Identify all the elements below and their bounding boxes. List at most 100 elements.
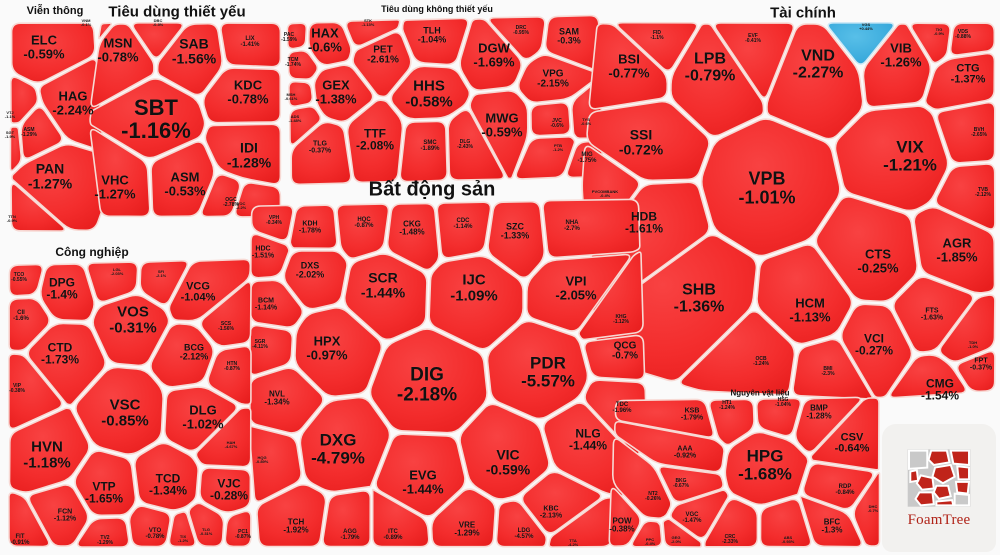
treemap-cell[interactable] [286,22,308,50]
treemap-cell[interactable] [132,22,184,59]
treemap-cell[interactable] [139,259,189,305]
treemap-cell[interactable] [401,17,469,66]
treemap-cell[interactable] [287,50,319,81]
treemap-cell[interactable] [352,31,412,98]
treemap-cell[interactable] [207,345,252,406]
treemap-cell[interactable] [515,135,576,180]
cell-polygons[interactable] [7,14,996,548]
treemap-cell[interactable] [447,109,505,181]
treemap-cell[interactable] [168,258,252,322]
treemap-cell[interactable] [530,101,571,137]
treemap-cell[interactable] [662,518,702,548]
treemap-cell[interactable] [709,398,755,446]
treemap-cell[interactable] [428,255,524,350]
treemap-cell[interactable] [290,121,352,186]
treemap-cell[interactable] [92,294,170,367]
treemap-cell[interactable] [98,22,113,40]
treemap-cell[interactable] [759,498,812,548]
treemap-cell[interactable] [631,520,663,548]
treemap-cell[interactable] [256,484,327,548]
treemap-cell[interactable] [935,163,996,230]
treemap-cell[interactable] [28,484,89,547]
treemap-cell[interactable] [436,201,492,259]
treemap-cell[interactable] [670,23,765,137]
treemap-cell[interactable] [299,396,391,493]
treemap-cell[interactable] [128,505,171,548]
treemap-cell[interactable] [9,76,39,124]
treemap-cell[interactable] [840,303,913,399]
treemap-cell[interactable] [307,21,352,66]
treemap-cell[interactable] [202,67,282,124]
treemap-cell[interactable] [495,500,548,548]
treemap-cell[interactable] [608,487,641,548]
treemap-cell[interactable] [204,123,282,185]
treemap-cell[interactable] [288,105,322,145]
treemap-cell[interactable] [343,253,428,341]
treemap-cell[interactable] [578,251,644,341]
treemap-cell[interactable] [250,204,294,241]
treemap-cell[interactable] [86,261,139,303]
treemap-cell[interactable] [27,322,106,406]
treemap-cell[interactable] [756,244,853,345]
treemap-cell[interactable] [20,106,63,159]
treemap-cell[interactable] [766,23,864,140]
treemap-cell[interactable] [889,354,967,399]
treemap-cell[interactable] [399,120,448,183]
treemap-cell[interactable] [90,23,155,108]
treemap-cell[interactable] [289,204,338,250]
treemap-cell[interactable] [8,297,50,352]
treemap-cell[interactable] [74,450,137,517]
treemap-cell[interactable] [386,202,440,271]
treemap-cell[interactable] [613,420,725,473]
treemap-cell[interactable] [862,23,932,108]
treemap-cell[interactable] [586,100,710,182]
treemap-cell[interactable] [10,183,66,232]
treemap-cell[interactable] [39,263,95,322]
treemap-cell[interactable] [345,19,401,47]
treemap-cell[interactable] [459,403,550,500]
treemap-cell[interactable] [486,320,589,420]
treemap-cell[interactable] [150,323,214,388]
treemap-cell[interactable] [201,174,241,218]
treemap-cell[interactable] [827,22,895,65]
treemap-cell[interactable] [77,517,130,548]
treemap-cell[interactable] [714,22,795,99]
treemap-cell[interactable] [459,18,522,92]
treemap-cell[interactable] [834,105,949,212]
treemap-cell[interactable] [525,253,631,332]
treemap-cell[interactable] [487,200,546,279]
treemap-cell[interactable] [700,118,841,257]
treemap-cell[interactable] [8,407,90,493]
treemap-cell[interactable] [89,128,151,218]
treemap-cell[interactable] [910,22,951,64]
treemap-cell[interactable] [75,366,164,455]
treemap-cell[interactable] [614,398,714,438]
treemap-cell[interactable] [288,80,314,107]
treemap-cell[interactable] [283,250,348,310]
treemap-cell[interactable] [488,16,546,60]
treemap-cell[interactable] [724,431,809,506]
treemap-cell[interactable] [611,438,672,520]
treemap-cell[interactable] [430,488,497,548]
treemap-cell[interactable] [616,21,698,71]
treemap-cell[interactable] [322,490,372,548]
treemap-cell[interactable] [168,511,196,548]
treemap-cell[interactable] [469,89,529,180]
treemap-cell[interactable] [802,462,874,510]
treemap-cell[interactable] [939,294,996,363]
treemap-cell[interactable] [369,328,488,434]
treemap-cell[interactable] [150,141,215,218]
treemap-cell[interactable] [794,396,862,453]
treemap-cell[interactable] [542,198,641,259]
treemap-cell[interactable] [799,495,863,548]
treemap-cell[interactable] [163,386,238,452]
treemap-cell[interactable] [755,397,802,437]
treemap-cell[interactable] [949,22,996,56]
treemap-cell[interactable] [195,407,252,468]
treemap-cell[interactable] [10,22,96,83]
treemap-cell[interactable] [375,433,466,517]
treemap-cell[interactable] [892,276,974,353]
treemap-cell[interactable] [8,491,50,548]
